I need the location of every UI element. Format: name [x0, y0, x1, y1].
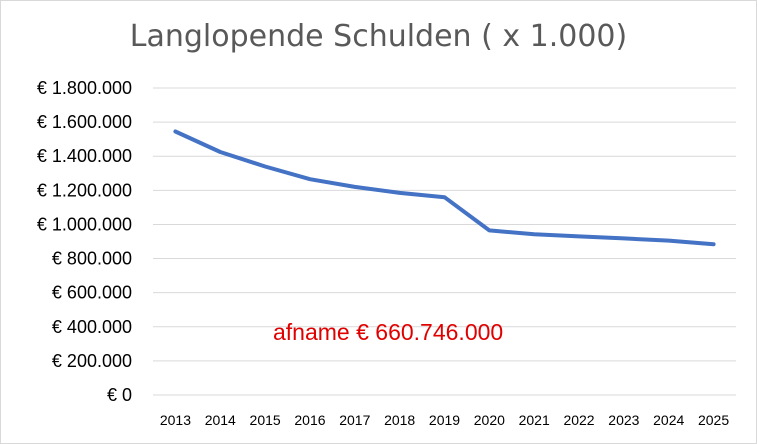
x-tick-label: 2014 [205, 412, 236, 428]
series-line [173, 129, 716, 247]
x-tick-label: 2024 [653, 412, 684, 428]
y-tick-label: € 800.000 [52, 249, 132, 269]
x-tick-label: 2022 [563, 412, 594, 428]
chart-title: Langlopende Schulden ( x 1.000) [129, 19, 628, 54]
y-tick-label: € 400.000 [52, 317, 132, 337]
x-tick-label: 2015 [250, 412, 281, 428]
y-tick-label: € 1.000.000 [37, 214, 132, 234]
x-tick-label: 2019 [429, 412, 460, 428]
x-tick-label: 2020 [474, 412, 505, 428]
x-tick-label: 2018 [384, 412, 415, 428]
y-tick-label: € 600.000 [52, 283, 132, 303]
y-tick-label: € 1.800.000 [37, 78, 132, 98]
y-tick-label: € 200.000 [52, 351, 132, 371]
y-tick-label: € 1.600.000 [37, 112, 132, 132]
y-tick-label: € 1.200.000 [37, 180, 132, 200]
x-tick-label: 2017 [339, 412, 370, 428]
x-tick-label: 2013 [160, 412, 191, 428]
x-tick-label: 2025 [698, 412, 729, 428]
decrease-annotation: afname € 660.746.000 [273, 319, 504, 345]
x-tick-label: 2021 [519, 412, 550, 428]
x-tick-label: 2023 [608, 412, 639, 428]
y-tick-label: € 1.400.000 [37, 146, 132, 166]
y-tick-label: € 0 [107, 385, 132, 405]
x-tick-label: 2016 [294, 412, 325, 428]
